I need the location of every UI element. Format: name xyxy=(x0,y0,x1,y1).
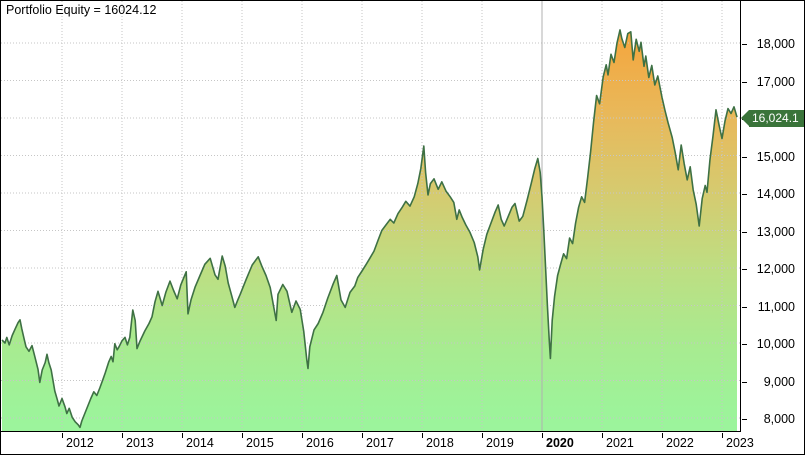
chart-plot-area[interactable]: Portfolio Equity = 16024.12 xyxy=(1,1,741,432)
equity-value-label: Portfolio Equity = 16024.12 xyxy=(6,3,157,17)
x-axis-tick xyxy=(242,433,243,438)
y-axis-tick xyxy=(742,269,747,270)
y-axis-tick xyxy=(742,306,747,308)
y-axis-tick-label: 18,000 xyxy=(756,37,795,51)
x-axis-tick-label: 2023 xyxy=(726,436,754,450)
y-axis-tick-label: 17,000 xyxy=(756,74,795,89)
x-axis-tick xyxy=(62,433,63,438)
badge-value-text: 16,024.1 xyxy=(749,109,804,127)
y-axis-tick-label: 13,000 xyxy=(756,224,795,239)
y-axis-tick-label: 15,000 xyxy=(756,149,795,164)
x-axis-tick xyxy=(722,433,723,438)
x-axis-tick xyxy=(182,433,183,438)
x-axis-tick-label: 2020 xyxy=(546,436,574,450)
last-value-badge: 16,024.1 xyxy=(741,109,804,127)
badge-arrow-icon xyxy=(741,110,749,127)
x-axis-tick-label: 2019 xyxy=(486,436,514,450)
y-axis-tick xyxy=(742,194,747,195)
x-axis-tick xyxy=(362,433,363,438)
y-axis-tick xyxy=(742,231,747,233)
x-axis-tick xyxy=(542,433,543,438)
y-axis-tick-label: 10,000 xyxy=(756,337,795,351)
x-axis-tick-label: 2012 xyxy=(66,436,94,450)
y-axis-tick xyxy=(742,81,747,83)
x-axis-tick-label: 2016 xyxy=(306,436,334,450)
y-axis-tick-label: 14,000 xyxy=(756,187,795,201)
x-axis-tick-label: 2021 xyxy=(606,436,634,450)
x-axis-tick-label: 2018 xyxy=(426,436,454,450)
y-axis-tick-label: 8,000 xyxy=(763,412,795,426)
x-axis-tick-label: 2017 xyxy=(366,436,394,450)
equity-curve-svg xyxy=(1,1,740,431)
x-axis-tick xyxy=(602,433,603,438)
x-axis-tick xyxy=(482,433,483,438)
x-axis-tick-label: 2015 xyxy=(246,436,274,450)
y-axis-tick xyxy=(742,156,747,158)
y-axis-tick xyxy=(742,344,747,345)
y-axis-tick-label: 9,000 xyxy=(763,374,795,389)
y-axis-tick-label: 12,000 xyxy=(756,262,795,276)
y-axis-tick xyxy=(742,419,747,420)
y-axis-tick-label: 11,000 xyxy=(757,299,795,314)
x-axis: 2012 2013 2014 2015 2016 2017 2018 2019 2020 2021… xyxy=(1,432,754,454)
x-axis-tick xyxy=(422,433,423,438)
x-axis-tick xyxy=(302,433,303,438)
x-axis-tick-label: 2022 xyxy=(666,436,694,450)
x-axis-tick-label: 2014 xyxy=(186,436,214,450)
equity-area-fill xyxy=(2,29,737,431)
x-axis-tick-label: 2013 xyxy=(126,436,154,450)
equity-curve xyxy=(1,29,738,429)
y-axis-tick xyxy=(742,44,747,45)
y-axis: 8,000 9,000 10,000 11,000 12,000 13,000 14,000… xyxy=(741,1,804,432)
x-axis-tick xyxy=(662,433,663,438)
x-axis-tick xyxy=(122,433,123,438)
y-axis-tick xyxy=(742,381,747,383)
